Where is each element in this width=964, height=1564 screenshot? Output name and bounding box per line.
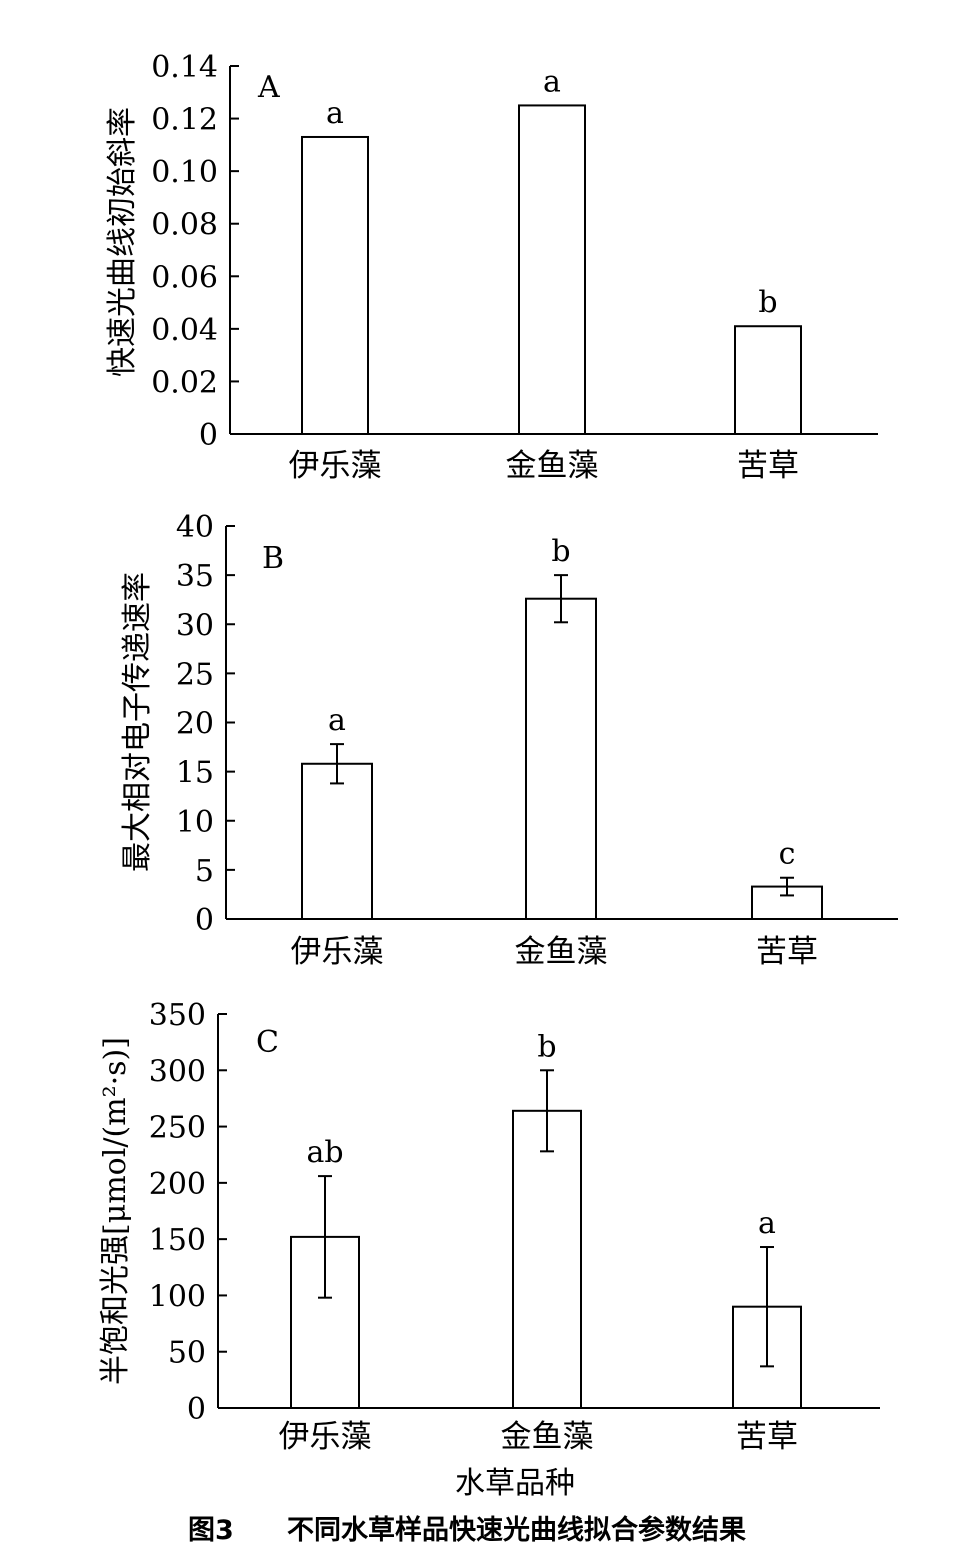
- bar: [301, 135, 369, 435]
- y-tick-label: 100: [149, 1279, 206, 1314]
- y-tick-label: 20: [176, 707, 214, 742]
- y-tick-label: 0: [199, 418, 218, 453]
- significance-letter: a: [543, 64, 561, 99]
- y-tick-label: 0.04: [151, 313, 218, 348]
- x-category-label: 苦草: [736, 1419, 798, 1455]
- bar: [525, 597, 597, 921]
- y-tick-label: 10: [176, 805, 214, 840]
- y-tick-label: 25: [176, 657, 214, 692]
- chart-panels: 0 0.02 0.04 0.06 0.08 0.10 0.12 0.14 a 伊乐藻 a 金鱼藻 b 苦草…: [98, 50, 898, 1455]
- chart-panel-a: 0 0.02 0.04 0.06 0.08 0.10 0.12 0.14 a 伊乐藻 a 金鱼藻 b 苦草…: [105, 50, 878, 484]
- chart-panel-b: 0 5 10 15 20 25 30 35 40 a 伊乐藻 b 金鱼藻 c 苦草 B 最大相对电子传递速率: [120, 510, 898, 970]
- panel-label: A: [257, 70, 280, 105]
- x-category-label: 金鱼藻: [515, 934, 608, 970]
- x-category-label: 伊乐藻: [289, 448, 382, 484]
- y-tick-label: 0.02: [151, 365, 218, 400]
- significance-letter: b: [551, 534, 570, 569]
- figure-caption: 不同水草样品快速光曲线拟合参数结果: [287, 1514, 746, 1546]
- bar: [518, 104, 586, 436]
- y-tick-label: 200: [149, 1167, 206, 1202]
- figure-number: 图3: [188, 1515, 234, 1546]
- y-axis-title: 快速光曲线初始斜率: [105, 107, 140, 377]
- x-category-label: 苦草: [737, 448, 799, 484]
- y-tick-label: 35: [176, 559, 214, 594]
- y-tick-label: 30: [176, 608, 214, 643]
- y-tick-label: 350: [149, 998, 206, 1033]
- x-category-label: 金鱼藻: [501, 1419, 594, 1455]
- significance-letter: c: [779, 837, 796, 872]
- x-category-label: 金鱼藻: [506, 448, 599, 484]
- y-tick-label: 15: [176, 756, 214, 791]
- y-tick-label: 5: [195, 854, 214, 889]
- panel-label: B: [262, 541, 284, 576]
- bar: [734, 325, 802, 436]
- y-axis-title: 半饱和光强[μmol/(m²·s)]: [98, 1037, 133, 1385]
- bar: [301, 762, 373, 921]
- significance-letter: a: [328, 703, 346, 738]
- y-tick-label: 250: [149, 1111, 206, 1146]
- y-tick-label: 0.12: [151, 103, 218, 138]
- x-category-label: 伊乐藻: [279, 1419, 372, 1455]
- significance-letter: b: [758, 285, 777, 320]
- bar: [512, 1109, 582, 1409]
- y-tick-label: 0.08: [151, 208, 218, 243]
- y-tick-label: 0.06: [151, 260, 218, 295]
- y-tick-label: 0: [187, 1392, 206, 1427]
- panel-label: C: [256, 1025, 279, 1060]
- significance-letter: a: [326, 96, 344, 131]
- y-tick-label: 50: [168, 1336, 206, 1371]
- x-category-label: 伊乐藻: [291, 934, 384, 970]
- y-tick-label: 0.10: [151, 155, 218, 190]
- y-tick-label: 40: [176, 510, 214, 545]
- significance-letter: b: [537, 1029, 556, 1064]
- y-axis-title: 最大相对电子传递速率: [120, 572, 155, 872]
- x-category-label: 苦草: [756, 934, 818, 970]
- y-tick-label: 0.14: [151, 50, 218, 85]
- y-tick-label: 0: [195, 903, 214, 938]
- y-tick-label: 150: [149, 1223, 206, 1258]
- chart-panel-c: 0 50 100 150 200 250 300 350 ab 伊乐藻 b 金鱼藻 a 苦草 C 半饱和光强[…: [98, 998, 880, 1455]
- significance-letter: ab: [306, 1135, 343, 1170]
- significance-letter: a: [758, 1206, 776, 1241]
- y-tick-label: 300: [149, 1054, 206, 1089]
- x-axis-title: 水草品种: [455, 1466, 575, 1501]
